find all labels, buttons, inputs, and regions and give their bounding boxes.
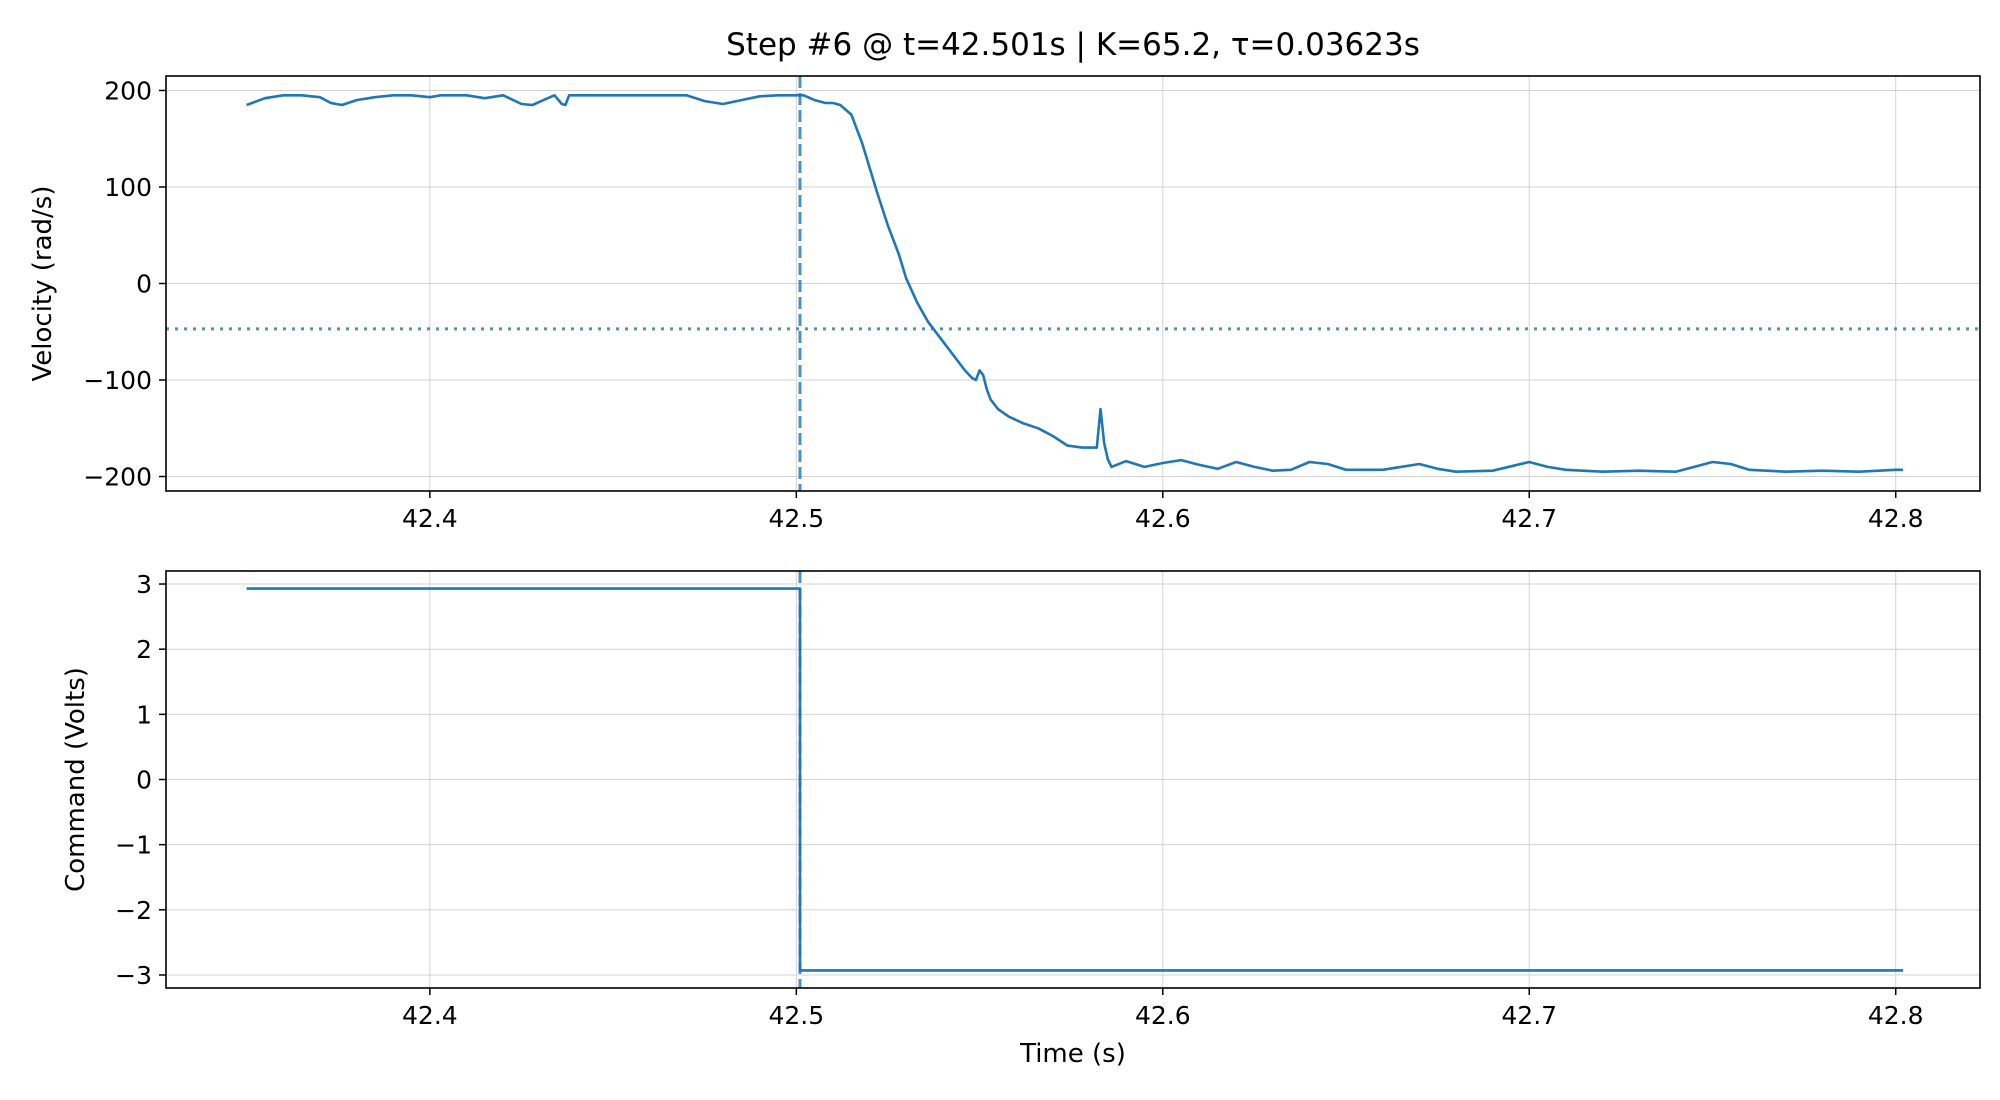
y-axis-label: Velocity (rad/s) [28, 186, 58, 382]
x-tick-label: 42.4 [402, 1001, 458, 1030]
y-tick-label: 200 [104, 76, 152, 105]
y-tick-label: −3 [115, 961, 152, 990]
y-tick-label: −200 [83, 463, 152, 492]
figure-title: Step #6 @ t=42.501s | K=65.2, τ=0.03623s [726, 27, 1420, 63]
subplots: 42.4 42.5 42.6 42.7 42.8 200 100 0 −100 −200 Veloc… [28, 75, 1981, 1069]
subplot-2: 42.4 42.5 42.6 42.7 42.8 3 2 1 0 −1 −2 −3 Command (V… [61, 570, 1981, 1069]
y-tick-label: −1 [115, 831, 152, 860]
x-axis-label: Time (s) [1019, 1039, 1126, 1069]
x-tick-label: 42.8 [1868, 504, 1924, 533]
x-tick-label: 42.7 [1501, 504, 1557, 533]
y-tick-label: 0 [136, 766, 152, 795]
y-axis-label: Command (Volts) [61, 667, 91, 892]
subplot-1: 42.4 42.5 42.6 42.7 42.8 200 100 0 −100 −200 Veloc… [28, 75, 1981, 533]
x-tick-label: 42.5 [768, 504, 824, 533]
y-tick-label: −2 [115, 896, 152, 925]
x-tick-label: 42.4 [402, 504, 458, 533]
x-tick-label: 42.6 [1135, 504, 1191, 533]
series-line-1 [246, 94, 1903, 474]
y-tick-label: 3 [136, 570, 152, 599]
series-line-1 [246, 587, 1903, 972]
y-tick-label: 100 [104, 173, 152, 202]
y-tick-label: 2 [136, 635, 152, 664]
x-tick-label: 42.7 [1501, 1001, 1557, 1030]
x-tick-label: 42.8 [1868, 1001, 1924, 1030]
x-tick-label: 42.5 [768, 1001, 824, 1030]
y-tick-label: 1 [136, 700, 152, 729]
x-tick-label: 42.6 [1135, 1001, 1191, 1030]
y-tick-label: −100 [83, 366, 152, 395]
y-tick-label: 0 [136, 270, 152, 299]
